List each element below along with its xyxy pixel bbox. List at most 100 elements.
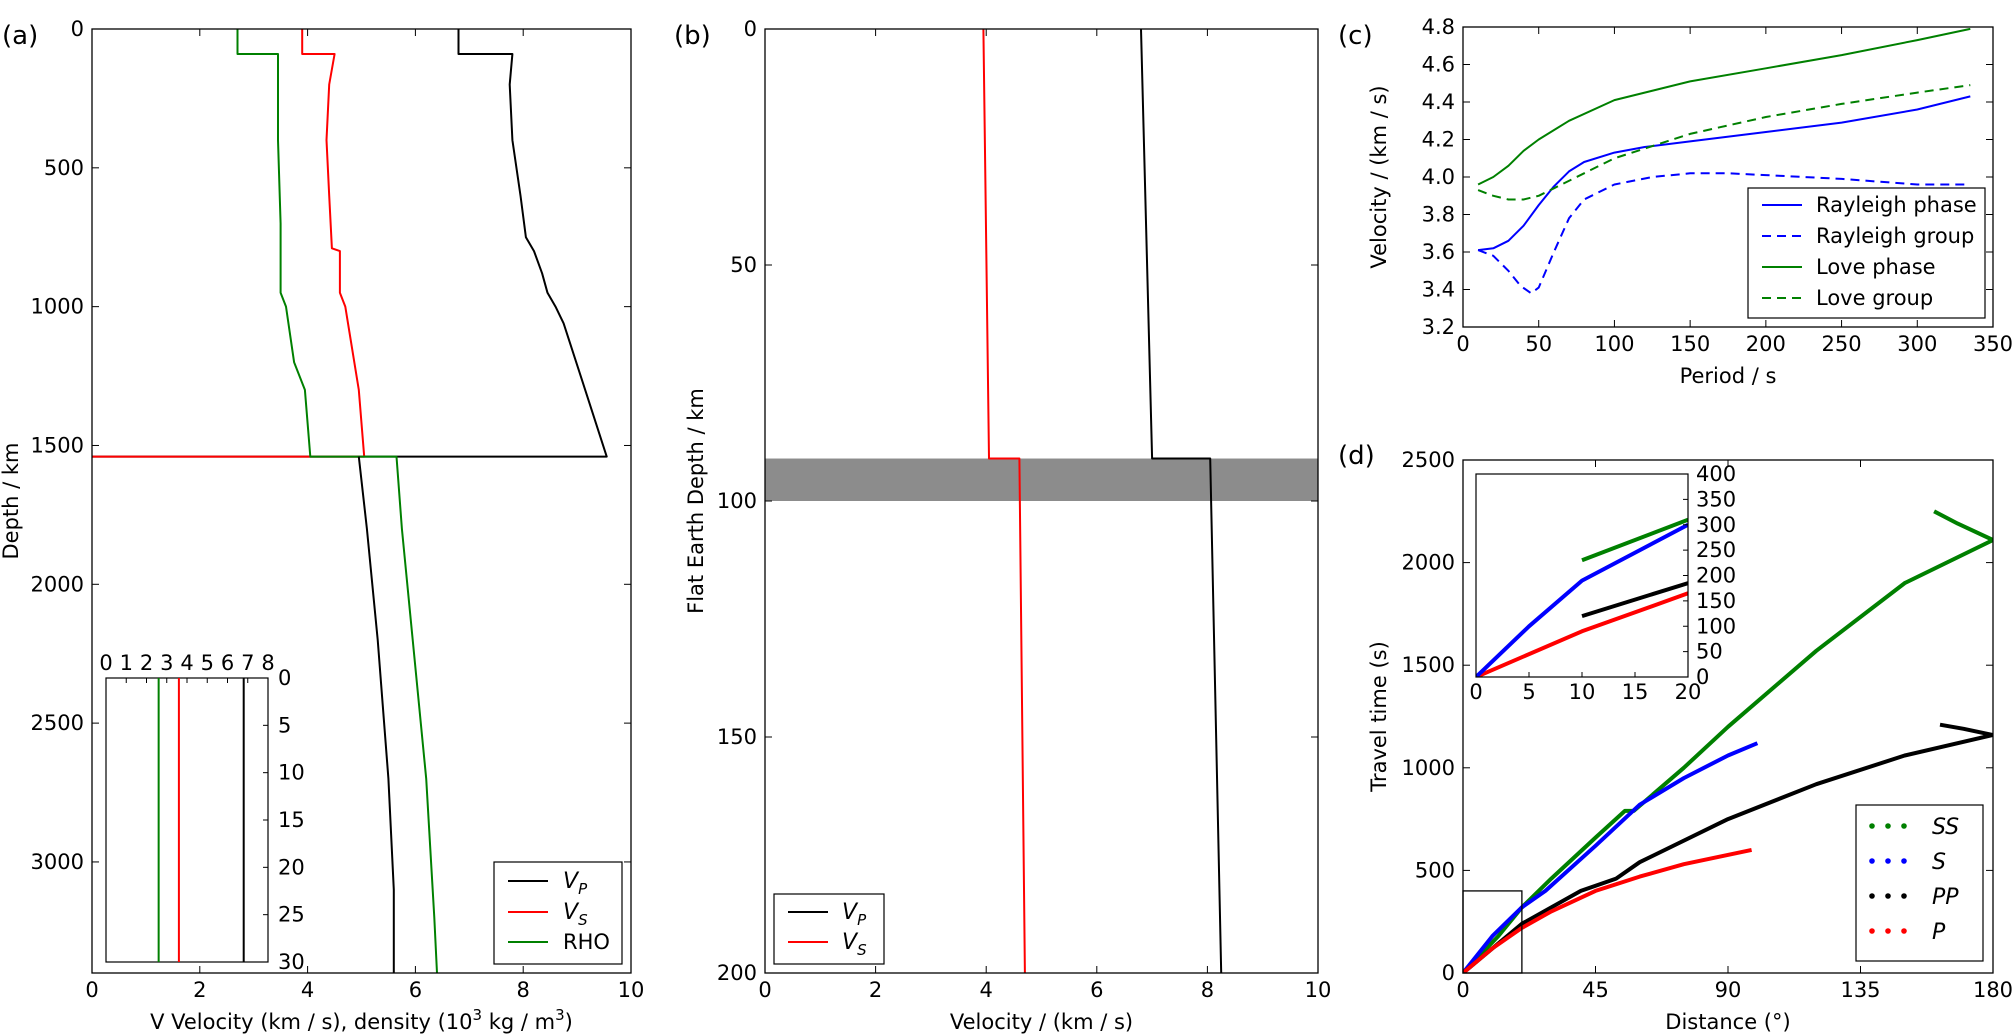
inset-x-tick-label: 0	[1469, 680, 1482, 704]
inset-series-pp	[1581, 581, 1688, 619]
inset-y-tick-label: 400	[1696, 462, 1736, 486]
inset-y-tick-label: 150	[1696, 589, 1736, 613]
x-axis-label: Velocity / (km / s)	[950, 1010, 1133, 1034]
y-tick-label: 0	[71, 17, 84, 41]
y-tick-label: 4.0	[1422, 165, 1455, 189]
y-tick-label: 0	[744, 17, 757, 41]
plot-area	[1477, 27, 1971, 295]
inset-y-tick-label: 25	[278, 903, 305, 927]
series-line-s	[1463, 741, 1759, 973]
x-tick-label: 300	[1897, 332, 1937, 356]
y-tick-label: 3.6	[1422, 240, 1455, 264]
legend-label-p: P	[1932, 920, 1946, 945]
series-line-love-group	[1477, 84, 1971, 201]
panel-label-d: (d)	[1338, 441, 1375, 471]
inset-y-tick-label: 300	[1696, 513, 1736, 537]
inset-x-tick-label: 8	[261, 651, 274, 675]
plot-area	[92, 29, 608, 973]
inset-y-tick-label: 5	[278, 713, 291, 737]
y-tick-label: 3.8	[1422, 203, 1455, 227]
legend-label-0: Rayleigh phase	[1816, 193, 1977, 217]
y-axis-label: Depth / km	[0, 442, 23, 559]
x-tick-label: 8	[1201, 978, 1214, 1002]
inset-x-tick-label: 5	[201, 651, 214, 675]
x-tick-label: 6	[1090, 978, 1103, 1002]
x-tick-label: 0	[1456, 332, 1469, 356]
x-tick-label: 10	[618, 978, 645, 1002]
inset-series-ss	[1581, 517, 1688, 563]
inset-y-tick-label: 30	[278, 950, 305, 974]
y-tick-label: 2000	[31, 572, 84, 596]
x-axis-label: V Velocity (km / s), density (103 kg / m…	[150, 1006, 573, 1034]
y-axis-label: Velocity / (km / s)	[1367, 85, 1391, 268]
inset-y-tick-label: 20	[278, 855, 305, 879]
x-tick-label: 4	[980, 978, 993, 1002]
inset-x-tick-label: 5	[1522, 680, 1535, 704]
inset-plot-area	[1476, 517, 1688, 677]
legend-label-s: S	[1932, 850, 1946, 875]
legend-marker	[1901, 858, 1907, 864]
x-tick-label: 150	[1670, 332, 1710, 356]
x-tick-label: 135	[1840, 978, 1880, 1002]
inset-frame	[105, 677, 269, 963]
inset-x-tick-label: 7	[241, 651, 254, 675]
series-line-vp	[357, 456, 395, 973]
y-tick-label: 2000	[1402, 551, 1455, 575]
series-line-vp	[92, 29, 608, 458]
legend-marker	[1869, 858, 1875, 864]
legend-label-ss: SS	[1932, 815, 1959, 840]
y-tick-label: 100	[717, 489, 757, 513]
series-line-love-phase	[1477, 27, 1971, 186]
inset-y-tick-label: 200	[1696, 564, 1736, 588]
inset-x-tick-label: 3	[160, 651, 173, 675]
y-tick-label: 1500	[31, 433, 84, 457]
inset-y-tick-label: 250	[1696, 538, 1736, 562]
y-tick-label: 1000	[1402, 756, 1455, 780]
y-tick-label: 4.4	[1422, 90, 1455, 114]
y-tick-label: 500	[1415, 858, 1455, 882]
legend-label-vs: VS	[842, 930, 867, 959]
legend-marker	[1901, 823, 1907, 829]
y-tick-label: 1500	[1402, 653, 1455, 677]
legend-marker	[1869, 823, 1875, 829]
inset-y-tick-label: 100	[1696, 614, 1736, 638]
legend-marker	[1885, 858, 1891, 864]
series-line-p	[1463, 847, 1753, 973]
inset-y-tick-label: 50	[1696, 640, 1723, 664]
plot-area	[1463, 509, 1993, 973]
x-tick-label: 100	[1594, 332, 1634, 356]
y-tick-label: 4.2	[1422, 128, 1455, 152]
x-tick-label: 10	[1305, 978, 1332, 1002]
legend-marker	[1869, 928, 1875, 934]
plot-area	[982, 29, 1223, 973]
series-line-vs	[92, 29, 366, 458]
inset-x-tick-label: 0	[99, 651, 112, 675]
legend-marker	[1885, 823, 1891, 829]
x-tick-label: 0	[85, 978, 98, 1002]
legend-label-pp: PP	[1932, 885, 1959, 910]
legend-label-vp: VP	[563, 869, 588, 898]
y-axis-label: Flat Earth Depth / km	[684, 388, 708, 614]
inset-x-tick-label: 2	[140, 651, 153, 675]
inset-x-tick-label: 10	[1569, 680, 1596, 704]
panel-c: 0 50 100 150 200 250 300 350 3.2 3.4 3.6 3.8 4.0 4.2 4…	[1367, 15, 2013, 388]
x-tick-label: 200	[1746, 332, 1786, 356]
x-tick-label: 0	[1456, 978, 1469, 1002]
legend-box	[773, 893, 885, 965]
x-tick-label: 50	[1525, 332, 1552, 356]
inset-x-tick-label: 1	[120, 651, 133, 675]
y-tick-label: 150	[717, 725, 757, 749]
shaded-band	[765, 458, 1318, 501]
legend: Rayleigh phase Rayleigh group Love phase Lo…	[1747, 187, 1986, 319]
series-line-vp	[1140, 29, 1223, 973]
legend-label-1: Rayleigh group	[1816, 224, 1974, 248]
inset-y-tick-label: 0	[278, 666, 291, 690]
legend-marker	[1885, 928, 1891, 934]
